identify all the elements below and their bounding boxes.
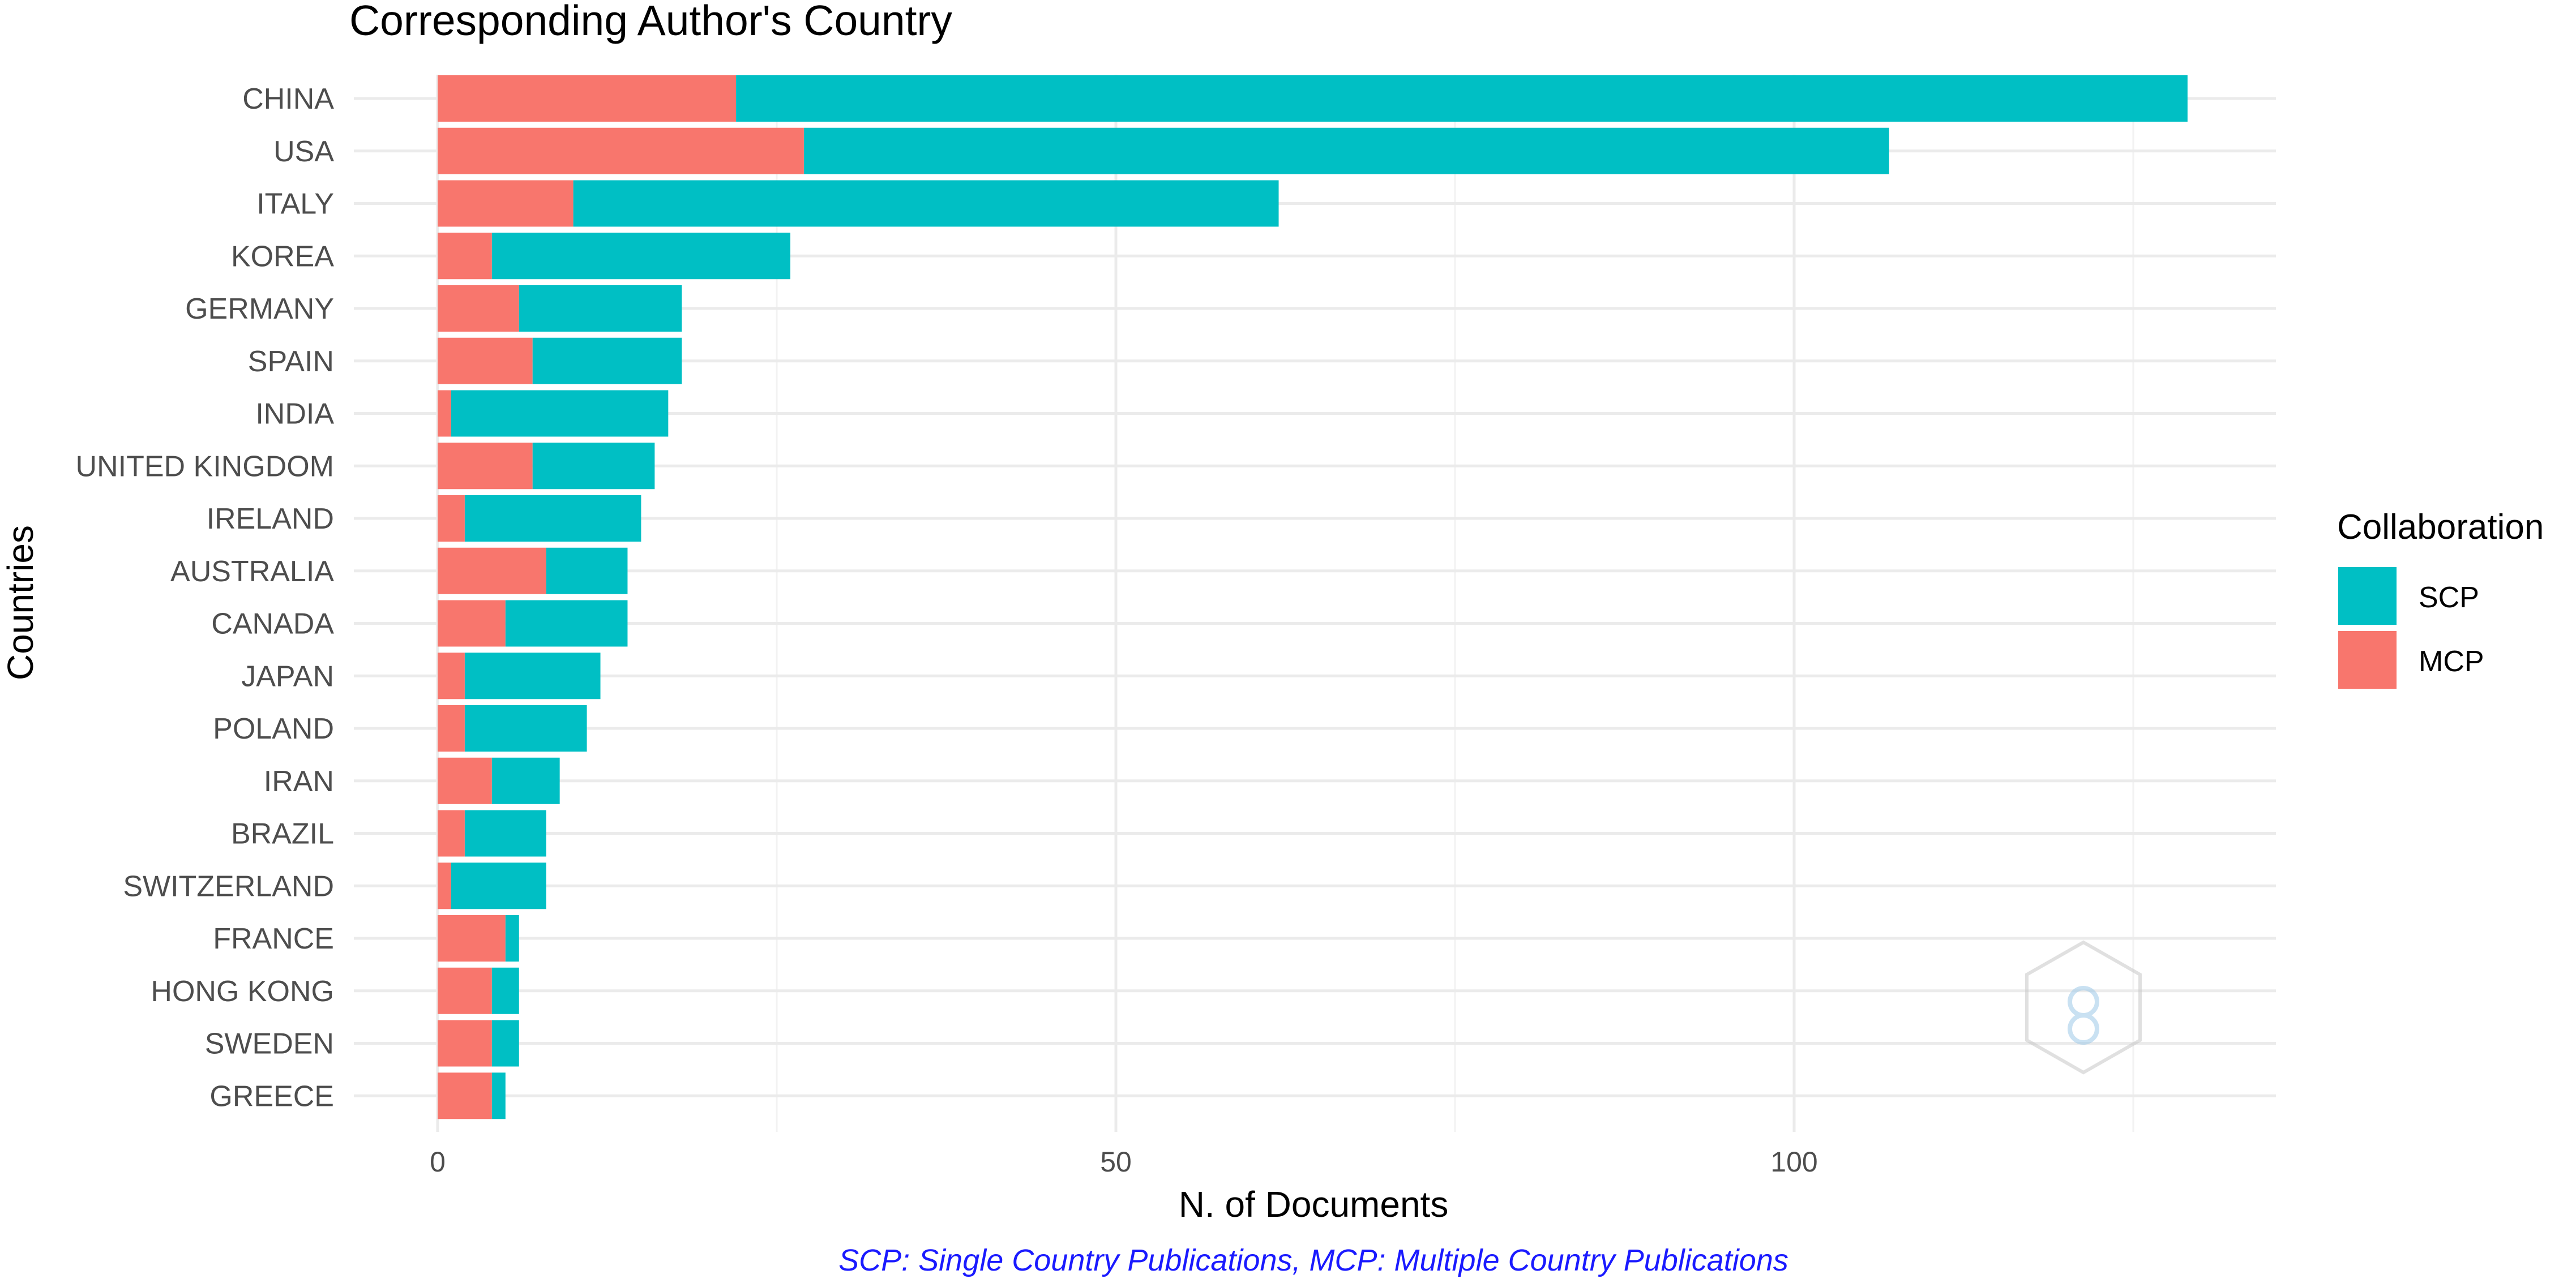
y-axis-title: Countries	[0, 525, 41, 680]
bar-scp-sweden	[491, 1020, 519, 1067]
category-label: GERMANY	[185, 293, 334, 325]
bar-scp-germany	[519, 285, 682, 332]
category-label: UNITED KINGDOM	[76, 450, 334, 483]
bar-scp-switzerland	[451, 863, 546, 909]
x-tick-labels: 0 50 100	[430, 1146, 1818, 1178]
bar-scp-japan	[464, 653, 601, 700]
bar-mcp-united-kingdom	[438, 443, 533, 490]
bar-mcp-hong-kong	[438, 967, 492, 1014]
legend: Collaboration SCP MCP	[2337, 508, 2544, 689]
legend-title: Collaboration	[2337, 508, 2544, 547]
category-label: JAPAN	[241, 660, 334, 693]
category-label: IRAN	[264, 765, 334, 798]
category-label: SWEDEN	[205, 1028, 334, 1061]
x-tick-label: 100	[1770, 1146, 1817, 1178]
bar-scp-usa	[803, 127, 1889, 174]
bar-scp-canada	[505, 600, 628, 647]
bar-mcp-ireland	[438, 495, 465, 542]
bar-mcp-germany	[438, 285, 519, 332]
category-label: KOREA	[231, 240, 334, 273]
x-tick-label: 50	[1100, 1146, 1132, 1178]
category-label: BRAZIL	[231, 818, 334, 851]
bar-scp-united-kingdom	[532, 443, 655, 490]
legend-label-mcp: MCP	[2419, 645, 2484, 678]
category-label: USA	[273, 135, 334, 168]
category-label: SWITZERLAND	[123, 870, 334, 903]
x-axis-title: N. of Documents	[1179, 1184, 1449, 1225]
bar-scp-france	[505, 915, 519, 962]
category-label: POLAND	[213, 713, 334, 745]
bar-mcp-australia	[438, 547, 546, 594]
category-label: SPAIN	[248, 345, 334, 378]
bar-mcp-france	[438, 915, 506, 962]
bar-mcp-usa	[438, 127, 804, 174]
legend-swatch-mcp	[2338, 631, 2397, 689]
bar-mcp-greece	[438, 1072, 492, 1119]
bar-mcp-sweden	[438, 1020, 492, 1067]
bar-scp-india	[451, 390, 669, 437]
bar-scp-greece	[491, 1072, 506, 1119]
bar-scp-italy	[573, 180, 1279, 227]
bar-mcp-spain	[438, 337, 533, 384]
category-label: ITALY	[256, 188, 334, 221]
legend-swatch-scp	[2338, 567, 2397, 625]
category-label: INDIA	[255, 398, 334, 431]
category-label: IRELAND	[207, 503, 334, 535]
legend-label-scp: SCP	[2419, 581, 2479, 614]
bar-mcp-iran	[438, 757, 492, 804]
bar-mcp-poland	[438, 705, 465, 752]
bar-scp-china	[736, 75, 2188, 122]
category-label: FRANCE	[213, 922, 334, 955]
x-tick-label: 0	[430, 1146, 446, 1178]
category-label: CHINA	[242, 83, 334, 115]
bar-scp-brazil	[464, 810, 546, 857]
bars	[438, 75, 2188, 1119]
bar-scp-korea	[491, 233, 790, 280]
watermark-logo-icon	[2025, 940, 2142, 1075]
bar-mcp-brazil	[438, 810, 465, 857]
bar-mcp-switzerland	[438, 863, 451, 909]
category-label: AUSTRALIA	[170, 555, 334, 588]
bar-mcp-japan	[438, 653, 465, 700]
chart-title: Corresponding Author's Country	[349, 0, 952, 44]
category-label: CANADA	[211, 608, 334, 641]
bar-scp-spain	[532, 337, 682, 384]
bar-mcp-canada	[438, 600, 506, 647]
bar-mcp-korea	[438, 233, 492, 280]
bar-mcp-italy	[438, 180, 574, 227]
chart-caption: SCP: Single Country Publications, MCP: M…	[838, 1243, 1788, 1277]
bar-scp-australia	[546, 547, 628, 594]
bar-mcp-china	[438, 75, 737, 122]
bar-scp-poland	[464, 705, 587, 752]
bar-scp-hong-kong	[491, 967, 519, 1014]
bar-mcp-india	[438, 390, 451, 437]
category-label: GREECE	[209, 1080, 334, 1113]
category-labels: CHINA USA ITALY KOREA GERMANY SPAIN INDIA UNITE…	[76, 83, 335, 1113]
category-label: HONG KONG	[151, 975, 334, 1008]
bar-scp-iran	[491, 757, 560, 804]
bar-scp-ireland	[464, 495, 641, 542]
